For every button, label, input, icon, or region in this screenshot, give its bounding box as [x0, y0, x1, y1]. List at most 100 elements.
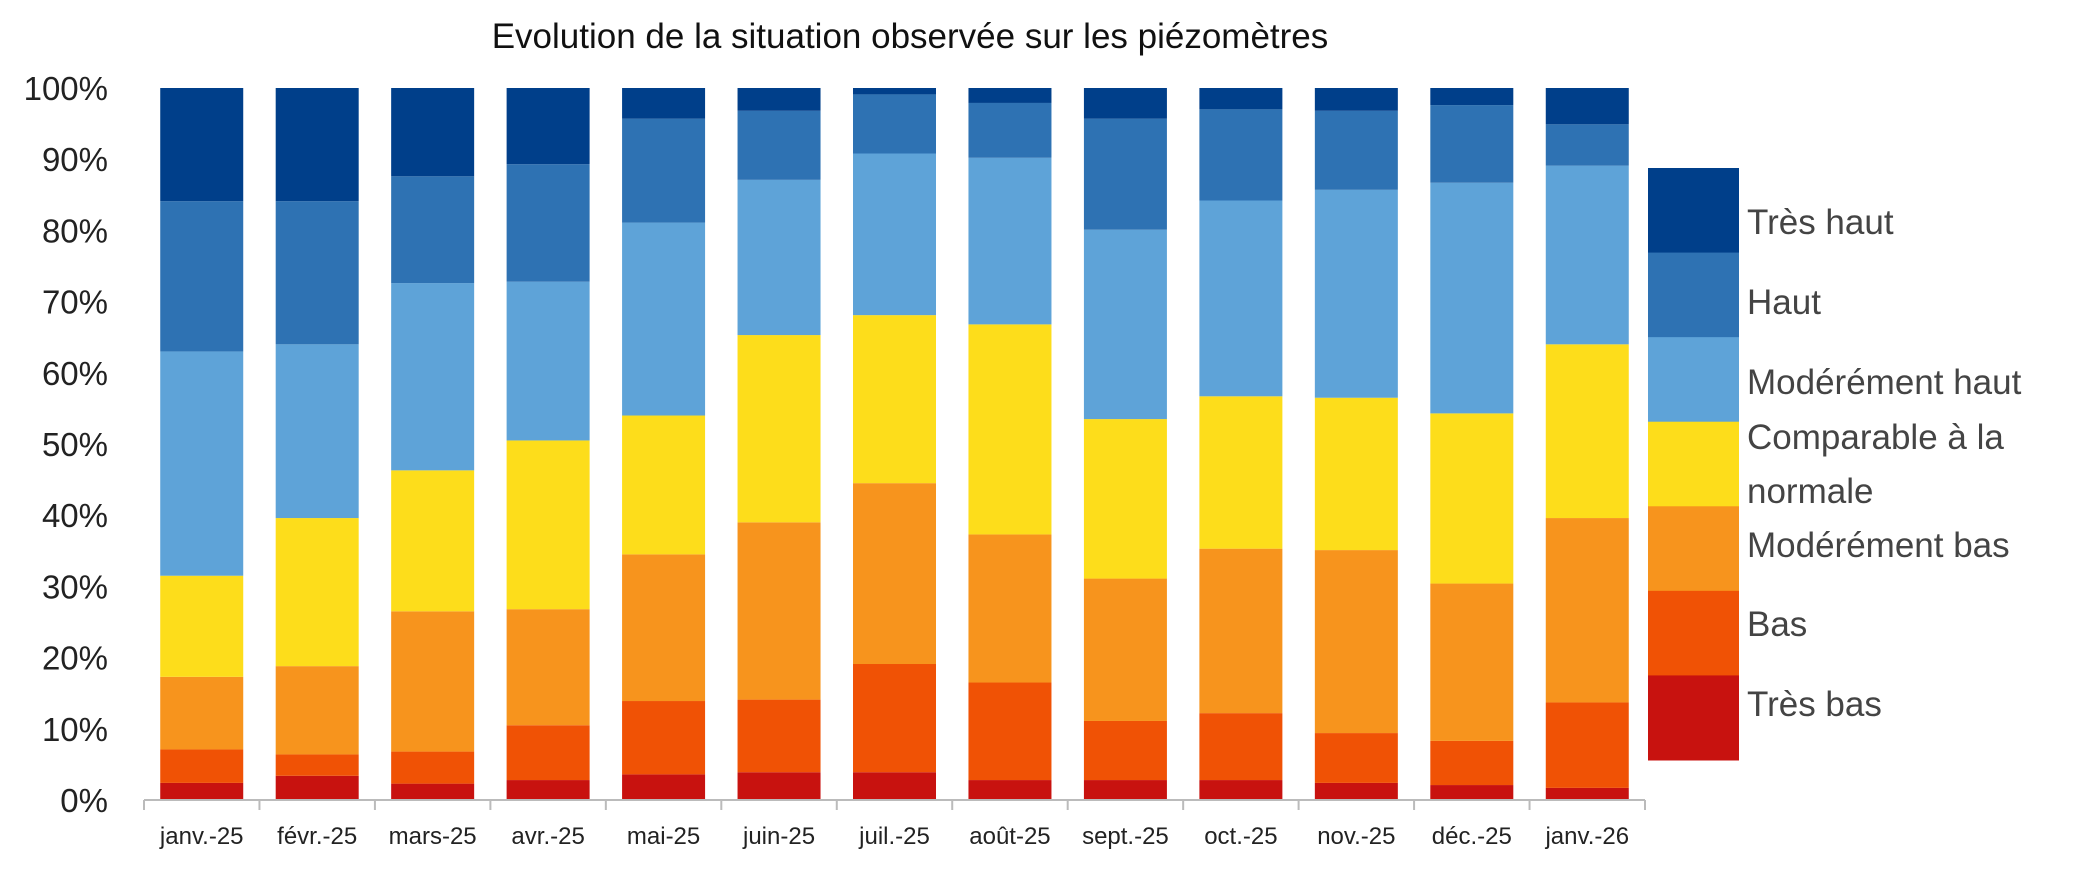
legend-swatch-6: [1648, 168, 1739, 254]
bar-segment-2-12: [1545, 518, 1629, 703]
bar-segment-6-4: [622, 88, 706, 119]
legend-swatch-0: [1648, 675, 1739, 761]
bar-segment-3-7: [968, 324, 1052, 535]
legend-swatch-4: [1648, 337, 1739, 423]
legend-swatch-1: [1648, 590, 1739, 676]
bar-segment-2-9: [1199, 548, 1283, 714]
bar-segment-5-6: [853, 94, 936, 154]
bar-segment-5-9: [1199, 109, 1283, 201]
legend-label-comparable-line2: normale: [1747, 472, 1873, 511]
bar-segment-0-0: [160, 782, 244, 800]
bar-segment-5-8: [1083, 118, 1167, 230]
bar-segment-1-0: [160, 749, 244, 783]
bar-segment-1-7: [968, 682, 1052, 781]
x-tick-label: févr.-25: [277, 823, 357, 850]
bar-segment-0-4: [622, 774, 706, 800]
bar-segment-6-2: [391, 88, 475, 177]
bar-segment-2-7: [968, 534, 1052, 683]
y-tick-label: 20%: [42, 640, 108, 677]
bar-segment-0-1: [275, 775, 359, 800]
bar-segment-6-9: [1199, 88, 1283, 110]
x-tick-label: mars-25: [389, 823, 477, 850]
bar-segment-4-6: [853, 153, 936, 316]
bar-segment-5-10: [1314, 110, 1398, 190]
y-tick-label: 30%: [42, 568, 108, 605]
bar-segment-6-7: [968, 88, 1052, 103]
bar-segment-4-4: [622, 222, 706, 416]
legend-label-haut: Haut: [1747, 283, 1821, 322]
x-tick-label: juin-25: [742, 823, 815, 850]
bar-segment-3-4: [622, 415, 706, 555]
x-tick-label: janv.-26: [1544, 823, 1629, 850]
bar-segment-1-4: [622, 701, 706, 775]
bar-segment-4-9: [1199, 200, 1283, 397]
bar-segment-2-1: [275, 666, 359, 755]
bar-segment-0-9: [1199, 780, 1283, 800]
y-tick-label: 0%: [60, 782, 108, 819]
bar-segment-2-8: [1083, 578, 1167, 721]
bar-segment-2-3: [506, 609, 590, 726]
bar-segment-3-2: [391, 470, 475, 612]
bar-segment-0-6: [853, 772, 936, 800]
bar-segment-5-1: [275, 201, 359, 345]
legend-swatch-3: [1648, 421, 1739, 507]
bars: [160, 88, 1629, 800]
bar-segment-4-10: [1314, 189, 1398, 398]
bar-segment-2-11: [1430, 583, 1514, 741]
bar-segment-6-1: [275, 88, 359, 202]
bar-segment-2-4: [622, 554, 706, 702]
bar-segment-5-4: [622, 118, 706, 223]
bar-segment-5-3: [506, 164, 590, 282]
bar-segment-4-3: [506, 281, 590, 441]
y-tick-label: 80%: [42, 212, 108, 249]
legend-label-moderement-bas: Modérément bas: [1747, 526, 2010, 565]
legend-label-tres-haut: Très haut: [1747, 203, 1894, 242]
bar-segment-4-0: [160, 351, 244, 576]
legend-label-bas: Bas: [1747, 605, 1807, 644]
bar-segment-1-10: [1314, 733, 1398, 783]
x-tick-label: oct.-25: [1204, 823, 1277, 850]
bar-segment-6-5: [737, 88, 821, 111]
bar-segment-6-3: [506, 88, 590, 165]
bar-segment-0-7: [968, 780, 1052, 800]
legend-label-moderement-haut: Modérément haut: [1747, 363, 2022, 402]
chart-title: Evolution de la situation observée sur l…: [492, 17, 1329, 56]
bar-segment-3-5: [737, 335, 821, 523]
bar-segment-1-11: [1430, 740, 1514, 786]
bar-segment-6-6: [853, 88, 936, 95]
x-tick-label: nov.-25: [1317, 823, 1395, 850]
x-tick-label: août-25: [969, 823, 1050, 850]
y-tick-label: 10%: [42, 711, 108, 748]
bar-segment-1-9: [1199, 713, 1283, 781]
legend-swatch-5: [1648, 252, 1739, 338]
bar-segment-0-5: [737, 772, 821, 800]
bar-segment-0-12: [1545, 787, 1629, 800]
y-tick-label: 70%: [42, 284, 108, 321]
bar-segment-0-3: [506, 780, 590, 800]
bar-segment-3-9: [1199, 396, 1283, 549]
bar-segment-3-11: [1430, 413, 1514, 584]
x-tick-label: déc.-25: [1432, 823, 1512, 850]
y-tick-label: 50%: [42, 426, 108, 463]
bar-segment-3-1: [275, 518, 359, 667]
bar-segment-3-0: [160, 575, 244, 677]
bar-segment-4-12: [1545, 165, 1629, 345]
bar-segment-5-5: [737, 110, 821, 180]
bar-segment-2-0: [160, 676, 244, 750]
y-tick-label: 60%: [42, 355, 108, 392]
bar-segment-3-12: [1545, 344, 1629, 519]
y-axis: 0% 10% 20% 30% 40% 50% 60% 70% 80% 90% 100%: [24, 70, 108, 819]
bar-segment-4-8: [1083, 229, 1167, 420]
bar-segment-3-10: [1314, 397, 1398, 551]
y-tick-label: 90%: [42, 141, 108, 178]
bar-segment-5-11: [1430, 105, 1514, 183]
bar-segment-0-11: [1430, 785, 1514, 800]
y-tick-label: 100%: [24, 70, 108, 107]
bar-segment-4-7: [968, 157, 1052, 325]
bar-segment-6-0: [160, 88, 244, 202]
legend: Très haut Haut Modérément haut Comparabl…: [1648, 168, 2022, 761]
bar-segment-0-2: [391, 783, 475, 800]
bar-segment-4-1: [275, 344, 359, 519]
bar-segment-2-5: [737, 522, 821, 700]
